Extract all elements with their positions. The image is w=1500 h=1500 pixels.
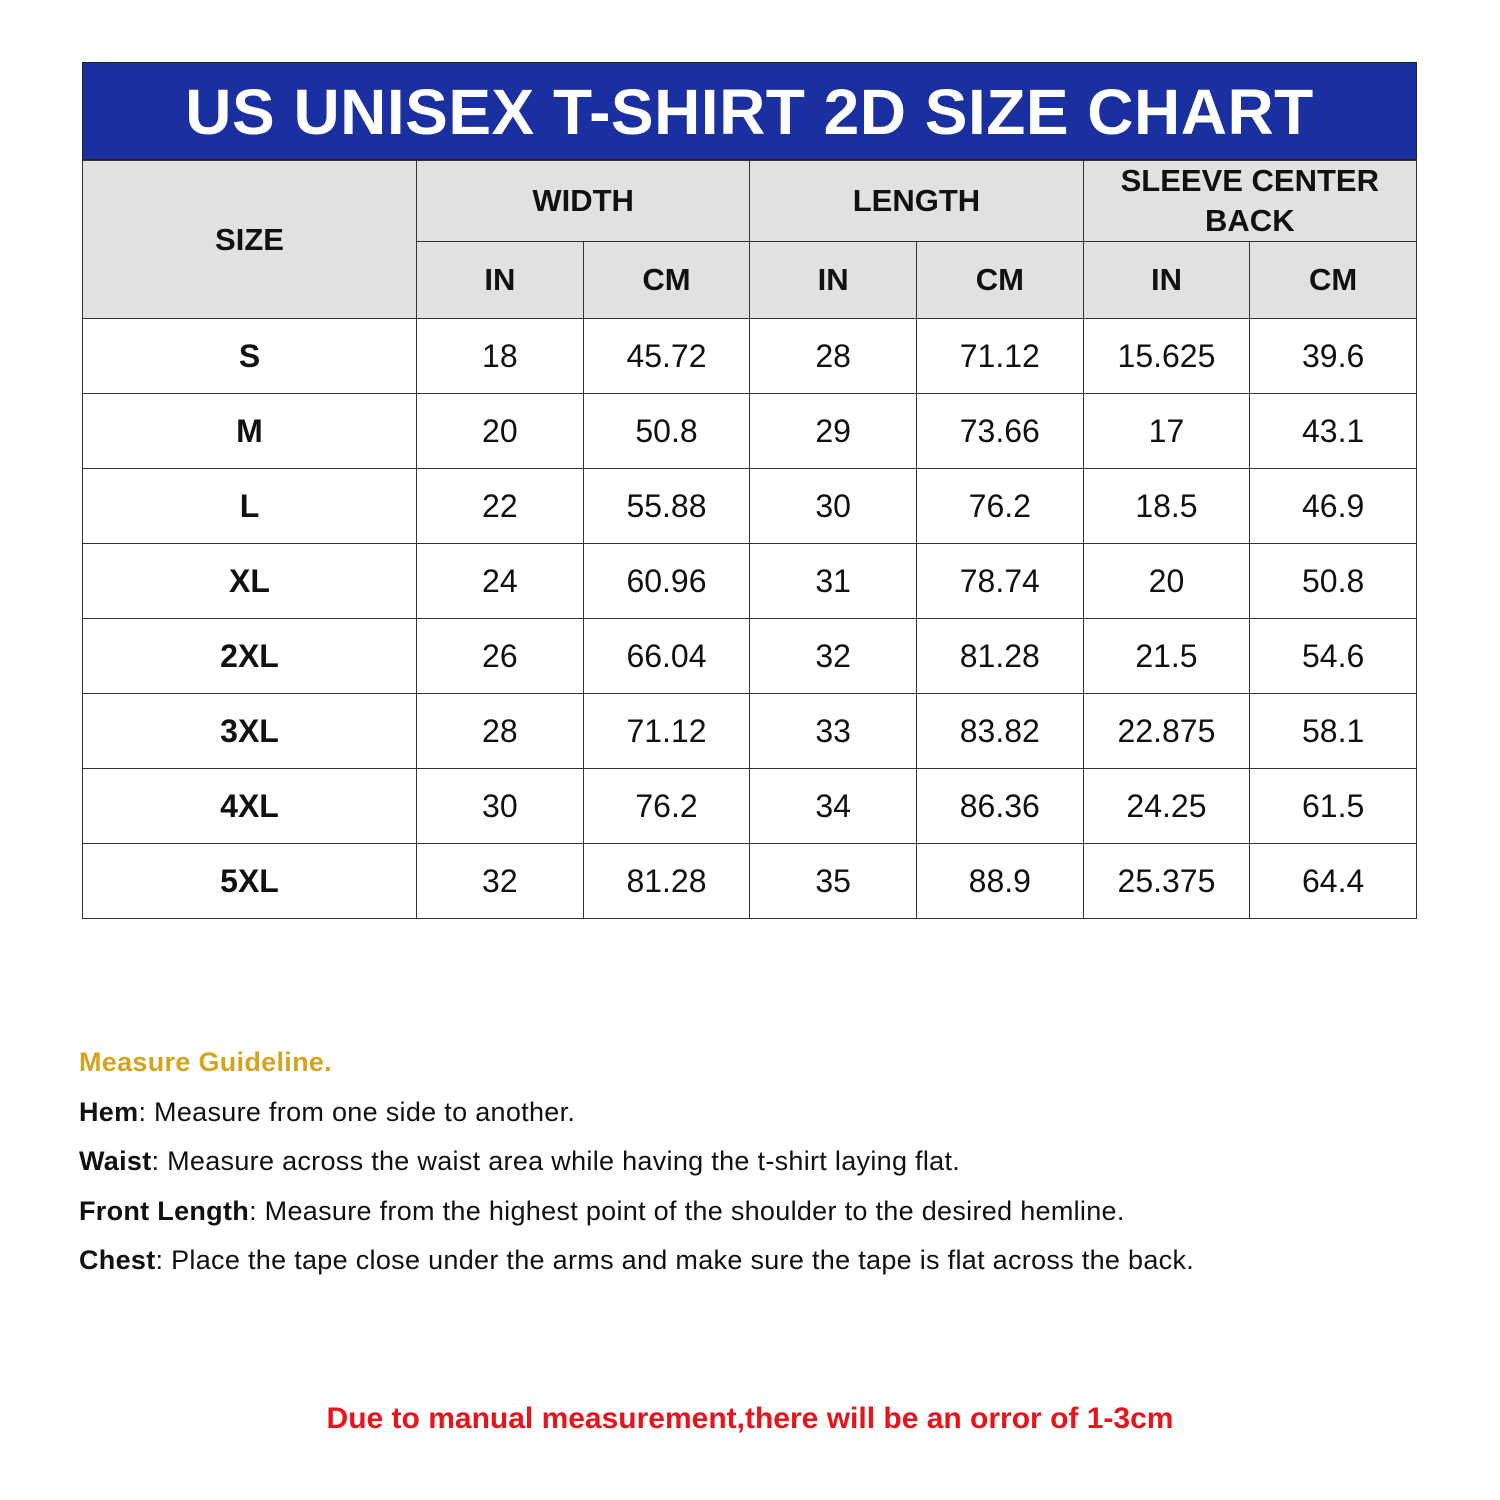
cell-sleeve-cm: 50.8 — [1249, 543, 1417, 619]
table-row: S 18 45.72 28 71.12 15.625 39.6 — [82, 318, 1417, 394]
cell-sleeve-cm: 64.4 — [1249, 843, 1417, 919]
table-row: 4XL 30 76.2 34 86.36 24.25 61.5 — [82, 768, 1417, 844]
guideline-text: : Measure from one side to another. — [138, 1096, 576, 1127]
cell-sleeve-in: 18.5 — [1082, 468, 1251, 544]
cell-size: 5XL — [82, 843, 417, 919]
guideline-item: Chest: Place the tape close under the ar… — [79, 1236, 1194, 1286]
guideline-title: Measure Guideline. — [79, 1047, 332, 1077]
size-chart: US UNISEX T-SHIRT 2D SIZE CHART SIZE WID… — [82, 62, 1418, 919]
measure-guideline: Measure Guideline. Hem: Measure from one… — [79, 1038, 1194, 1286]
cell-sleeve-in: 20 — [1082, 543, 1251, 619]
cell-sleeve-in: 17 — [1082, 393, 1251, 469]
cell-sleeve-cm: 39.6 — [1249, 318, 1417, 394]
cell-length-cm: 83.82 — [915, 693, 1084, 769]
cell-sleeve-cm: 54.6 — [1249, 618, 1417, 694]
table-row: XL 24 60.96 31 78.74 20 50.8 — [82, 543, 1417, 619]
cell-width-cm: 55.88 — [582, 468, 751, 544]
cell-width-in: 28 — [416, 693, 584, 769]
header-width: WIDTH — [415, 160, 751, 242]
cell-width-in: 24 — [416, 543, 584, 619]
header-width-cm: CM — [582, 241, 751, 319]
cell-sleeve-cm: 43.1 — [1249, 393, 1417, 469]
header-width-in: IN — [416, 241, 584, 319]
cell-width-cm: 50.8 — [582, 393, 751, 469]
header-sleeve-cm: CM — [1249, 241, 1417, 319]
cell-length-in: 30 — [749, 468, 917, 544]
cell-length-in: 28 — [749, 318, 917, 394]
guideline-term: Front Length — [79, 1195, 250, 1226]
cell-width-in: 22 — [416, 468, 584, 544]
header-length: LENGTH — [749, 160, 1084, 242]
cell-width-in: 30 — [416, 768, 584, 844]
cell-sleeve-in: 15.625 — [1082, 318, 1251, 394]
cell-sleeve-in: 25.375 — [1082, 843, 1251, 919]
cell-length-in: 29 — [749, 393, 917, 469]
table-row: 5XL 32 81.28 35 88.9 25.375 64.4 — [82, 843, 1417, 919]
cell-width-in: 18 — [416, 318, 584, 394]
cell-length-cm: 73.66 — [915, 393, 1084, 469]
guideline-term: Chest — [79, 1245, 156, 1275]
cell-length-cm: 71.12 — [915, 318, 1084, 394]
cell-width-in: 26 — [416, 618, 584, 694]
cell-width-in: 20 — [416, 393, 584, 469]
cell-width-cm: 71.12 — [582, 693, 751, 769]
header-sleeve: SLEEVE CENTER BACK — [1082, 160, 1418, 242]
table-row: M 20 50.8 29 73.66 17 43.1 — [82, 393, 1417, 469]
cell-length-cm: 78.74 — [915, 543, 1084, 619]
cell-size: 2XL — [82, 618, 417, 694]
cell-length-in: 33 — [749, 693, 917, 769]
cell-width-cm: 81.28 — [582, 843, 751, 919]
cell-sleeve-cm: 58.1 — [1249, 693, 1417, 769]
guideline-text: : Place the tape close under the arms an… — [155, 1245, 1195, 1275]
cell-length-cm: 86.36 — [915, 768, 1084, 844]
cell-length-in: 32 — [749, 618, 917, 694]
cell-size: 3XL — [82, 693, 417, 769]
cell-width-cm: 76.2 — [582, 768, 751, 844]
cell-length-in: 31 — [749, 543, 917, 619]
guideline-term: Waist — [79, 1146, 152, 1176]
size-table: SIZE WIDTH LENGTH SLEEVE CENTER BACK IN … — [82, 160, 1418, 919]
cell-size: L — [82, 468, 417, 544]
cell-length-in: 34 — [749, 768, 917, 844]
chart-title: US UNISEX T-SHIRT 2D SIZE CHART — [82, 62, 1417, 160]
header-size: SIZE — [82, 160, 417, 319]
cell-width-in: 32 — [416, 843, 584, 919]
cell-size: S — [82, 318, 417, 394]
cell-length-in: 35 — [749, 843, 917, 919]
guideline-item: Hem: Measure from one side to another. — [79, 1088, 1194, 1138]
header-length-cm: CM — [915, 241, 1084, 319]
cell-sleeve-in: 21.5 — [1082, 618, 1251, 694]
guideline-item: Waist: Measure across the waist area whi… — [79, 1137, 1194, 1187]
guideline-item: Front Length: Measure from the highest p… — [79, 1187, 1194, 1237]
cell-length-cm: 76.2 — [915, 468, 1084, 544]
guideline-text: : Measure across the waist area while ha… — [151, 1146, 961, 1176]
table-row: 3XL 28 71.12 33 83.82 22.875 58.1 — [82, 693, 1417, 769]
cell-sleeve-cm: 61.5 — [1249, 768, 1417, 844]
cell-width-cm: 66.04 — [582, 618, 751, 694]
cell-length-cm: 81.28 — [915, 618, 1084, 694]
guideline-term: Hem — [79, 1096, 139, 1127]
cell-size: XL — [82, 543, 417, 619]
header-sleeve-in: IN — [1082, 241, 1251, 319]
cell-size: 4XL — [82, 768, 417, 844]
table-row: L 22 55.88 30 76.2 18.5 46.9 — [82, 468, 1417, 544]
cell-sleeve-cm: 46.9 — [1249, 468, 1417, 544]
header-length-in: IN — [749, 241, 917, 319]
table-row: 2XL 26 66.04 32 81.28 21.5 54.6 — [82, 618, 1417, 694]
measurement-error-note: Due to manual measurement,there will be … — [326, 1402, 1174, 1435]
cell-sleeve-in: 22.875 — [1082, 693, 1251, 769]
cell-length-cm: 88.9 — [915, 843, 1084, 919]
table-body: S 18 45.72 28 71.12 15.625 39.6 M 20 50.8 29 73.66 1… — [82, 318, 1417, 919]
cell-width-cm: 60.96 — [582, 543, 751, 619]
cell-size: M — [82, 393, 417, 469]
cell-width-cm: 45.72 — [582, 318, 751, 394]
cell-sleeve-in: 24.25 — [1082, 768, 1251, 844]
guideline-text: : Measure from the highest point of the … — [249, 1195, 1125, 1226]
